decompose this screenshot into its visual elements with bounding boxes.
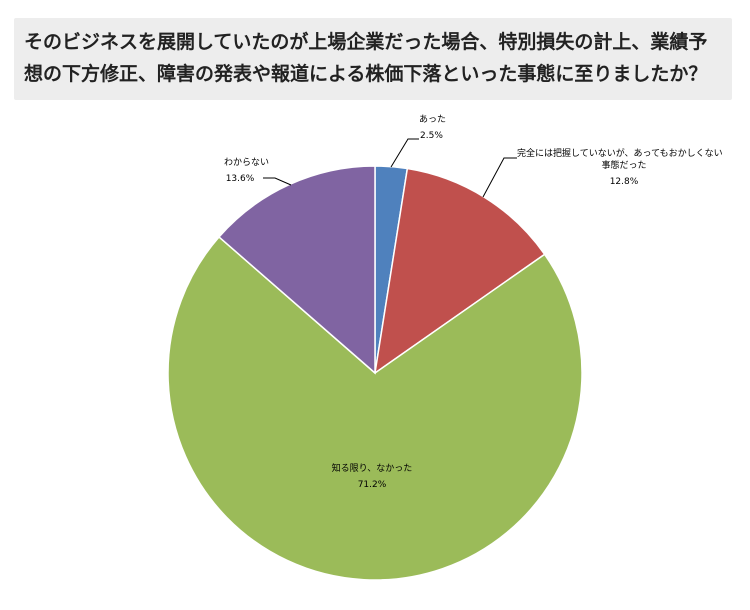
slice-value-3: 71.2% (358, 480, 387, 490)
slice-value-2: 12.8% (610, 177, 639, 187)
leader-line-4 (263, 177, 292, 186)
slice-label-3-line-1: 知る限り、なかった (332, 462, 413, 474)
title-banner: そのビジネスを展開していたのが上場企業だった場合、特別損失の計上、業績予想の下方… (14, 18, 732, 100)
pie-slice-3 (167, 235, 583, 581)
pie-slice-2 (373, 167, 546, 375)
slice-label-2-line-2: 事態だった (601, 159, 646, 171)
leader-line-2 (482, 157, 517, 198)
slice-label-1-line-1: あった (419, 114, 446, 125)
chart-title: そのビジネスを展開していたのが上場企業だった場合、特別損失の計上、業績予想の下方… (24, 31, 708, 85)
slice-value-1: 2.5% (420, 131, 443, 141)
slice-value-4: 13.6% (226, 174, 255, 184)
slice-label-4-line-1: わからない (224, 157, 269, 168)
slice-label-2-line-1: 完全には把握していないが、あってもおかしくない (517, 147, 723, 159)
pie-slices (167, 165, 583, 581)
leader-line-1 (390, 138, 419, 168)
